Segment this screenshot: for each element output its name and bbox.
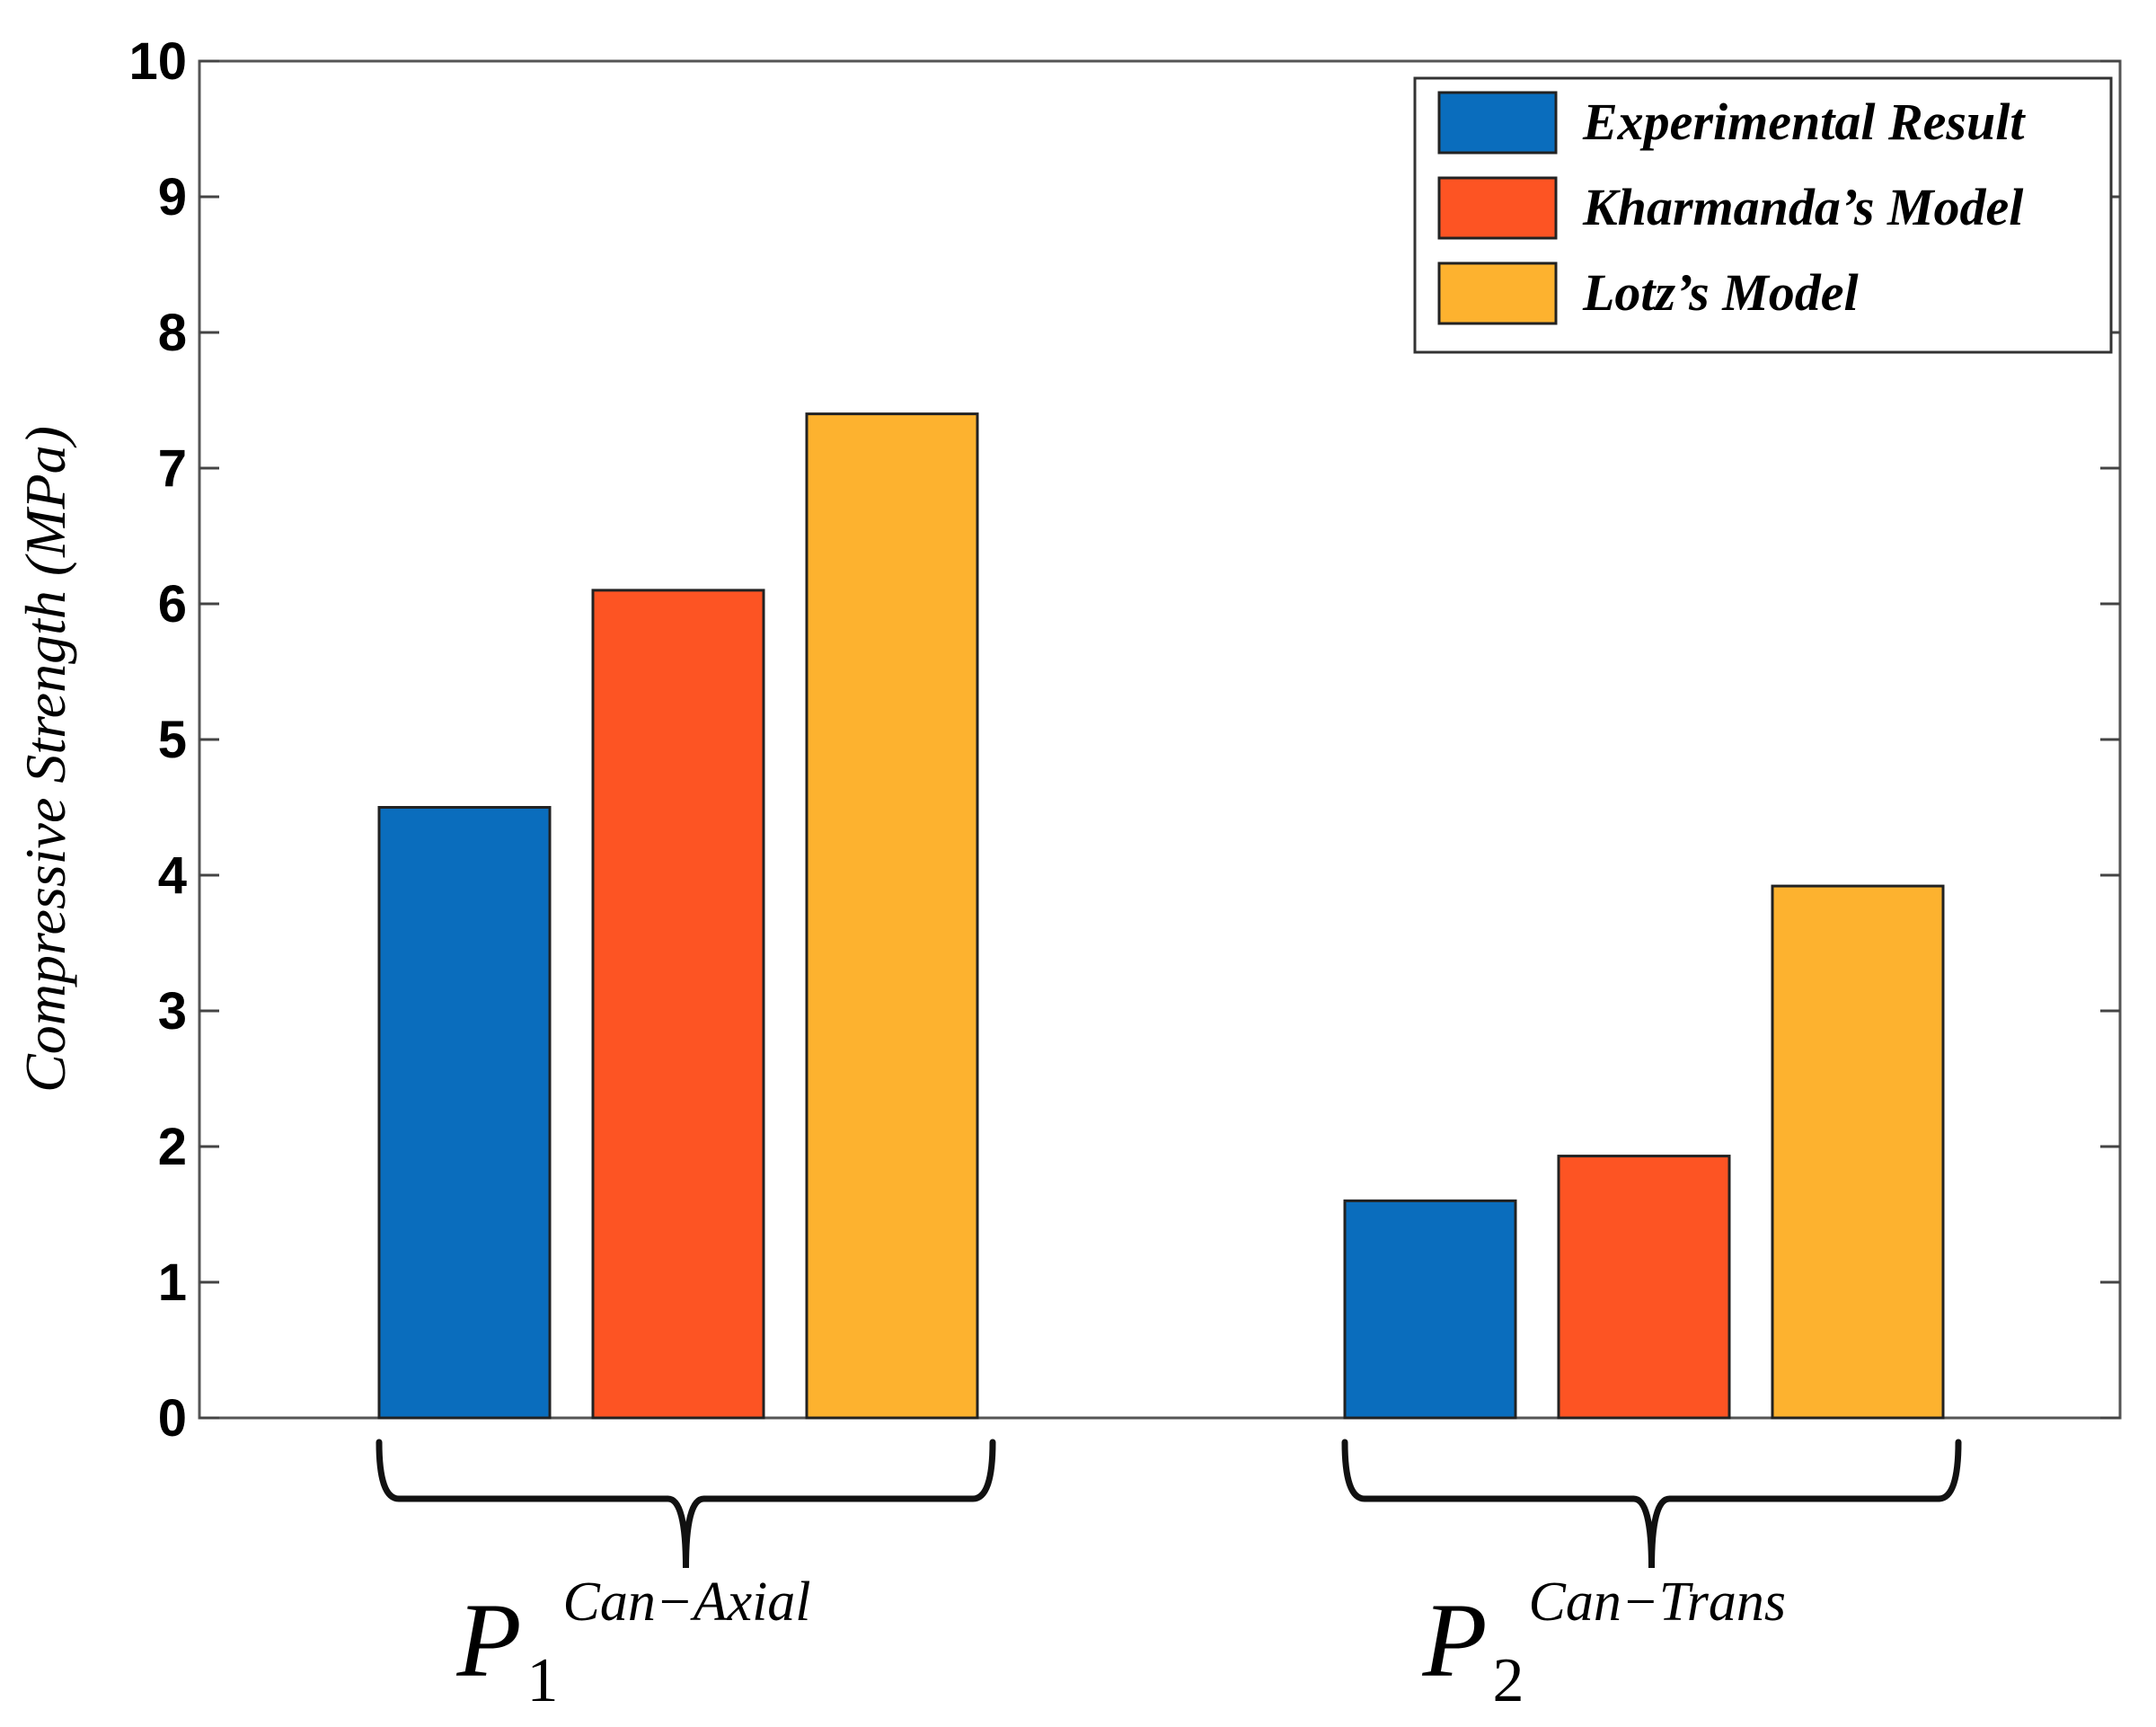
bar-1-category-2	[1343, 1199, 1517, 1420]
bar-3-category-2	[1771, 884, 1945, 1420]
bar-1-category-1	[377, 806, 552, 1420]
legend-label-1: Experimental Result	[1582, 93, 2026, 151]
y-tick-label: 4	[158, 846, 187, 905]
legend-swatch-2	[1437, 176, 1558, 240]
legend-label-2: Kharmanda’s Model	[1582, 178, 2024, 236]
legend-swatch-3	[1437, 261, 1558, 325]
category-label-sup-2: Can−Trans	[1529, 1572, 1787, 1633]
bar-2-category-2	[1557, 1155, 1731, 1420]
y-tick-label: 5	[158, 711, 187, 769]
category-brace-2	[1341, 1439, 1962, 1569]
category-label-main-1: P	[456, 1581, 522, 1699]
y-tick-label: 9	[158, 168, 187, 226]
y-tick-label: 7	[158, 439, 187, 498]
legend-label-3: Lotz’s Model	[1582, 263, 1860, 322]
y-tick-label: 3	[158, 982, 187, 1041]
category-label-sub-1: 1	[527, 1646, 559, 1715]
legend-swatch-1	[1437, 91, 1558, 155]
category-label-sub-2: 2	[1493, 1646, 1524, 1715]
category-brace-1	[376, 1439, 996, 1569]
bar-3-category-1	[805, 412, 979, 1420]
y-axis-label: Compressive Strength (MPa)	[13, 426, 77, 1093]
y-tick-label: 10	[128, 32, 187, 91]
y-tick-label: 6	[158, 575, 187, 633]
category-label-sup-1: Can−Axial	[563, 1572, 811, 1633]
category-label-main-2: P	[1422, 1581, 1488, 1699]
y-tick-label: 8	[158, 304, 187, 362]
y-tick-label: 0	[158, 1389, 187, 1448]
y-tick-label: 1	[158, 1253, 187, 1312]
bar-2-category-1	[591, 589, 765, 1420]
y-tick-label: 2	[158, 1118, 187, 1176]
